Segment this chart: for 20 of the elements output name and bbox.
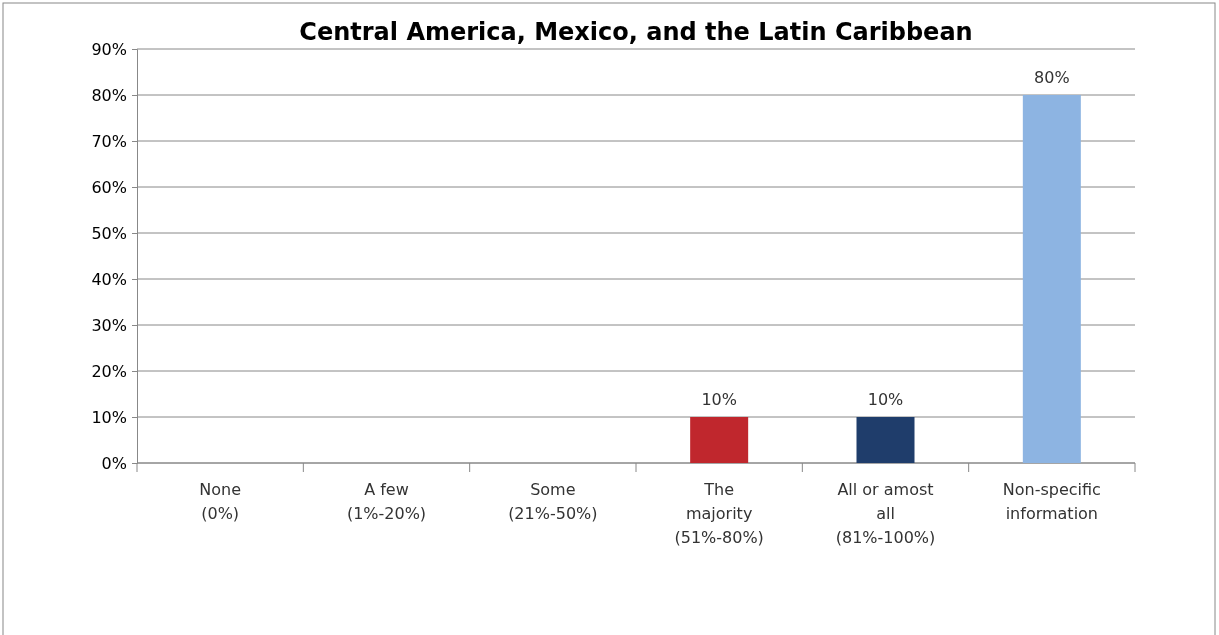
y-tick-label: 50%	[91, 223, 127, 243]
y-tick-label: 10%	[91, 407, 127, 427]
y-tick-label: 70%	[91, 131, 127, 151]
x-tick-label: The majority (51%-80%)	[674, 480, 764, 547]
x-tick-label: Some (21%-50%)	[508, 480, 598, 523]
data-label: 80%	[1034, 68, 1070, 87]
x-tick-label: None (0%)	[199, 480, 242, 523]
x-tick-label: All or amost all (81%-100%)	[835, 480, 936, 547]
y-tick-label: 80%	[91, 85, 127, 105]
y-tick-label: 20%	[91, 361, 127, 381]
y-tick-label: 0%	[101, 453, 127, 473]
y-tick-label: 90%	[91, 39, 127, 59]
y-tick-label: 60%	[91, 177, 127, 197]
data-label: 10%	[867, 390, 904, 409]
x-tick-label: A few (1%-20%)	[346, 480, 427, 523]
y-tick-label: 30%	[91, 315, 127, 335]
x-tick-label: Non-specific information	[1002, 480, 1101, 523]
data-label: 10%	[701, 390, 737, 409]
y-tick-label: 40%	[91, 269, 127, 289]
chart-title: Central America, Mexico, and the Latin Caribbean	[299, 18, 973, 46]
